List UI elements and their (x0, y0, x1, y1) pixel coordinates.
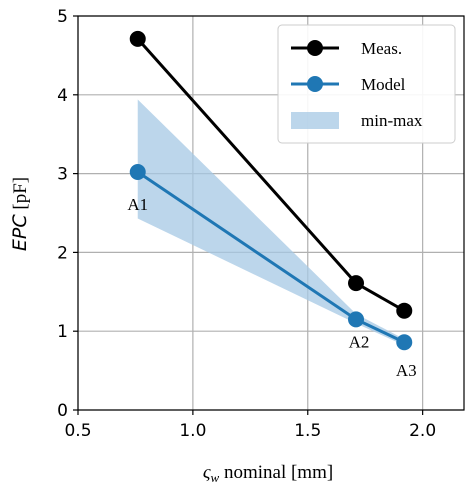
model-point (396, 334, 413, 351)
legend-min-max-patch (291, 112, 339, 129)
annotation-a1: A1 (127, 195, 148, 214)
plot-frame (77, 15, 465, 411)
series-layer (129, 30, 413, 351)
y-tick-label: 5 (57, 7, 68, 27)
legend-model-marker (307, 76, 323, 92)
y-axis-italic: EPC (9, 214, 31, 251)
model-point (348, 311, 365, 328)
ticks: 0.5 1.0 1.5 2.0 0 1 2 3 4 5 (57, 7, 436, 441)
annotations: A1 A2 A3 (127, 195, 416, 380)
x-axis-subscript: w (211, 470, 220, 485)
y-tick-label: 3 (57, 165, 68, 185)
x-tick-label: 2.0 (409, 421, 436, 441)
y-tick-label: 4 (57, 86, 68, 106)
annotation-a3: A3 (396, 361, 417, 380)
y-axis-text: [pF] (10, 177, 31, 214)
legend-model-label: Model (361, 75, 406, 94)
y-axis-label: EPC [pF] (9, 177, 31, 251)
meas-point (396, 302, 413, 319)
x-tick-label: 0.5 (64, 421, 91, 441)
legend-meas-label: Meas. (361, 39, 402, 58)
min-max-band (137, 99, 405, 346)
annotation-a2: A2 (349, 332, 370, 351)
x-tick-label: 1.5 (294, 421, 321, 441)
model-point (129, 164, 146, 181)
y-tick-label: 2 (57, 243, 68, 263)
legend: Meas. Model min-max (277, 24, 456, 144)
y-tick-label: 1 (57, 322, 68, 342)
meas-point (129, 30, 146, 47)
x-axis-text: nominal [mm] (219, 462, 333, 483)
band-layer (137, 99, 405, 346)
y-tick-label: 0 (57, 401, 68, 421)
legend-min-max-label: min-max (361, 111, 423, 130)
x-tick-label: 1.0 (179, 421, 206, 441)
meas-point (348, 275, 365, 292)
x-axis-label: ςw nominal [mm] (203, 462, 333, 485)
legend-meas-marker (307, 40, 323, 56)
x-axis-symbol: ς (203, 462, 211, 483)
